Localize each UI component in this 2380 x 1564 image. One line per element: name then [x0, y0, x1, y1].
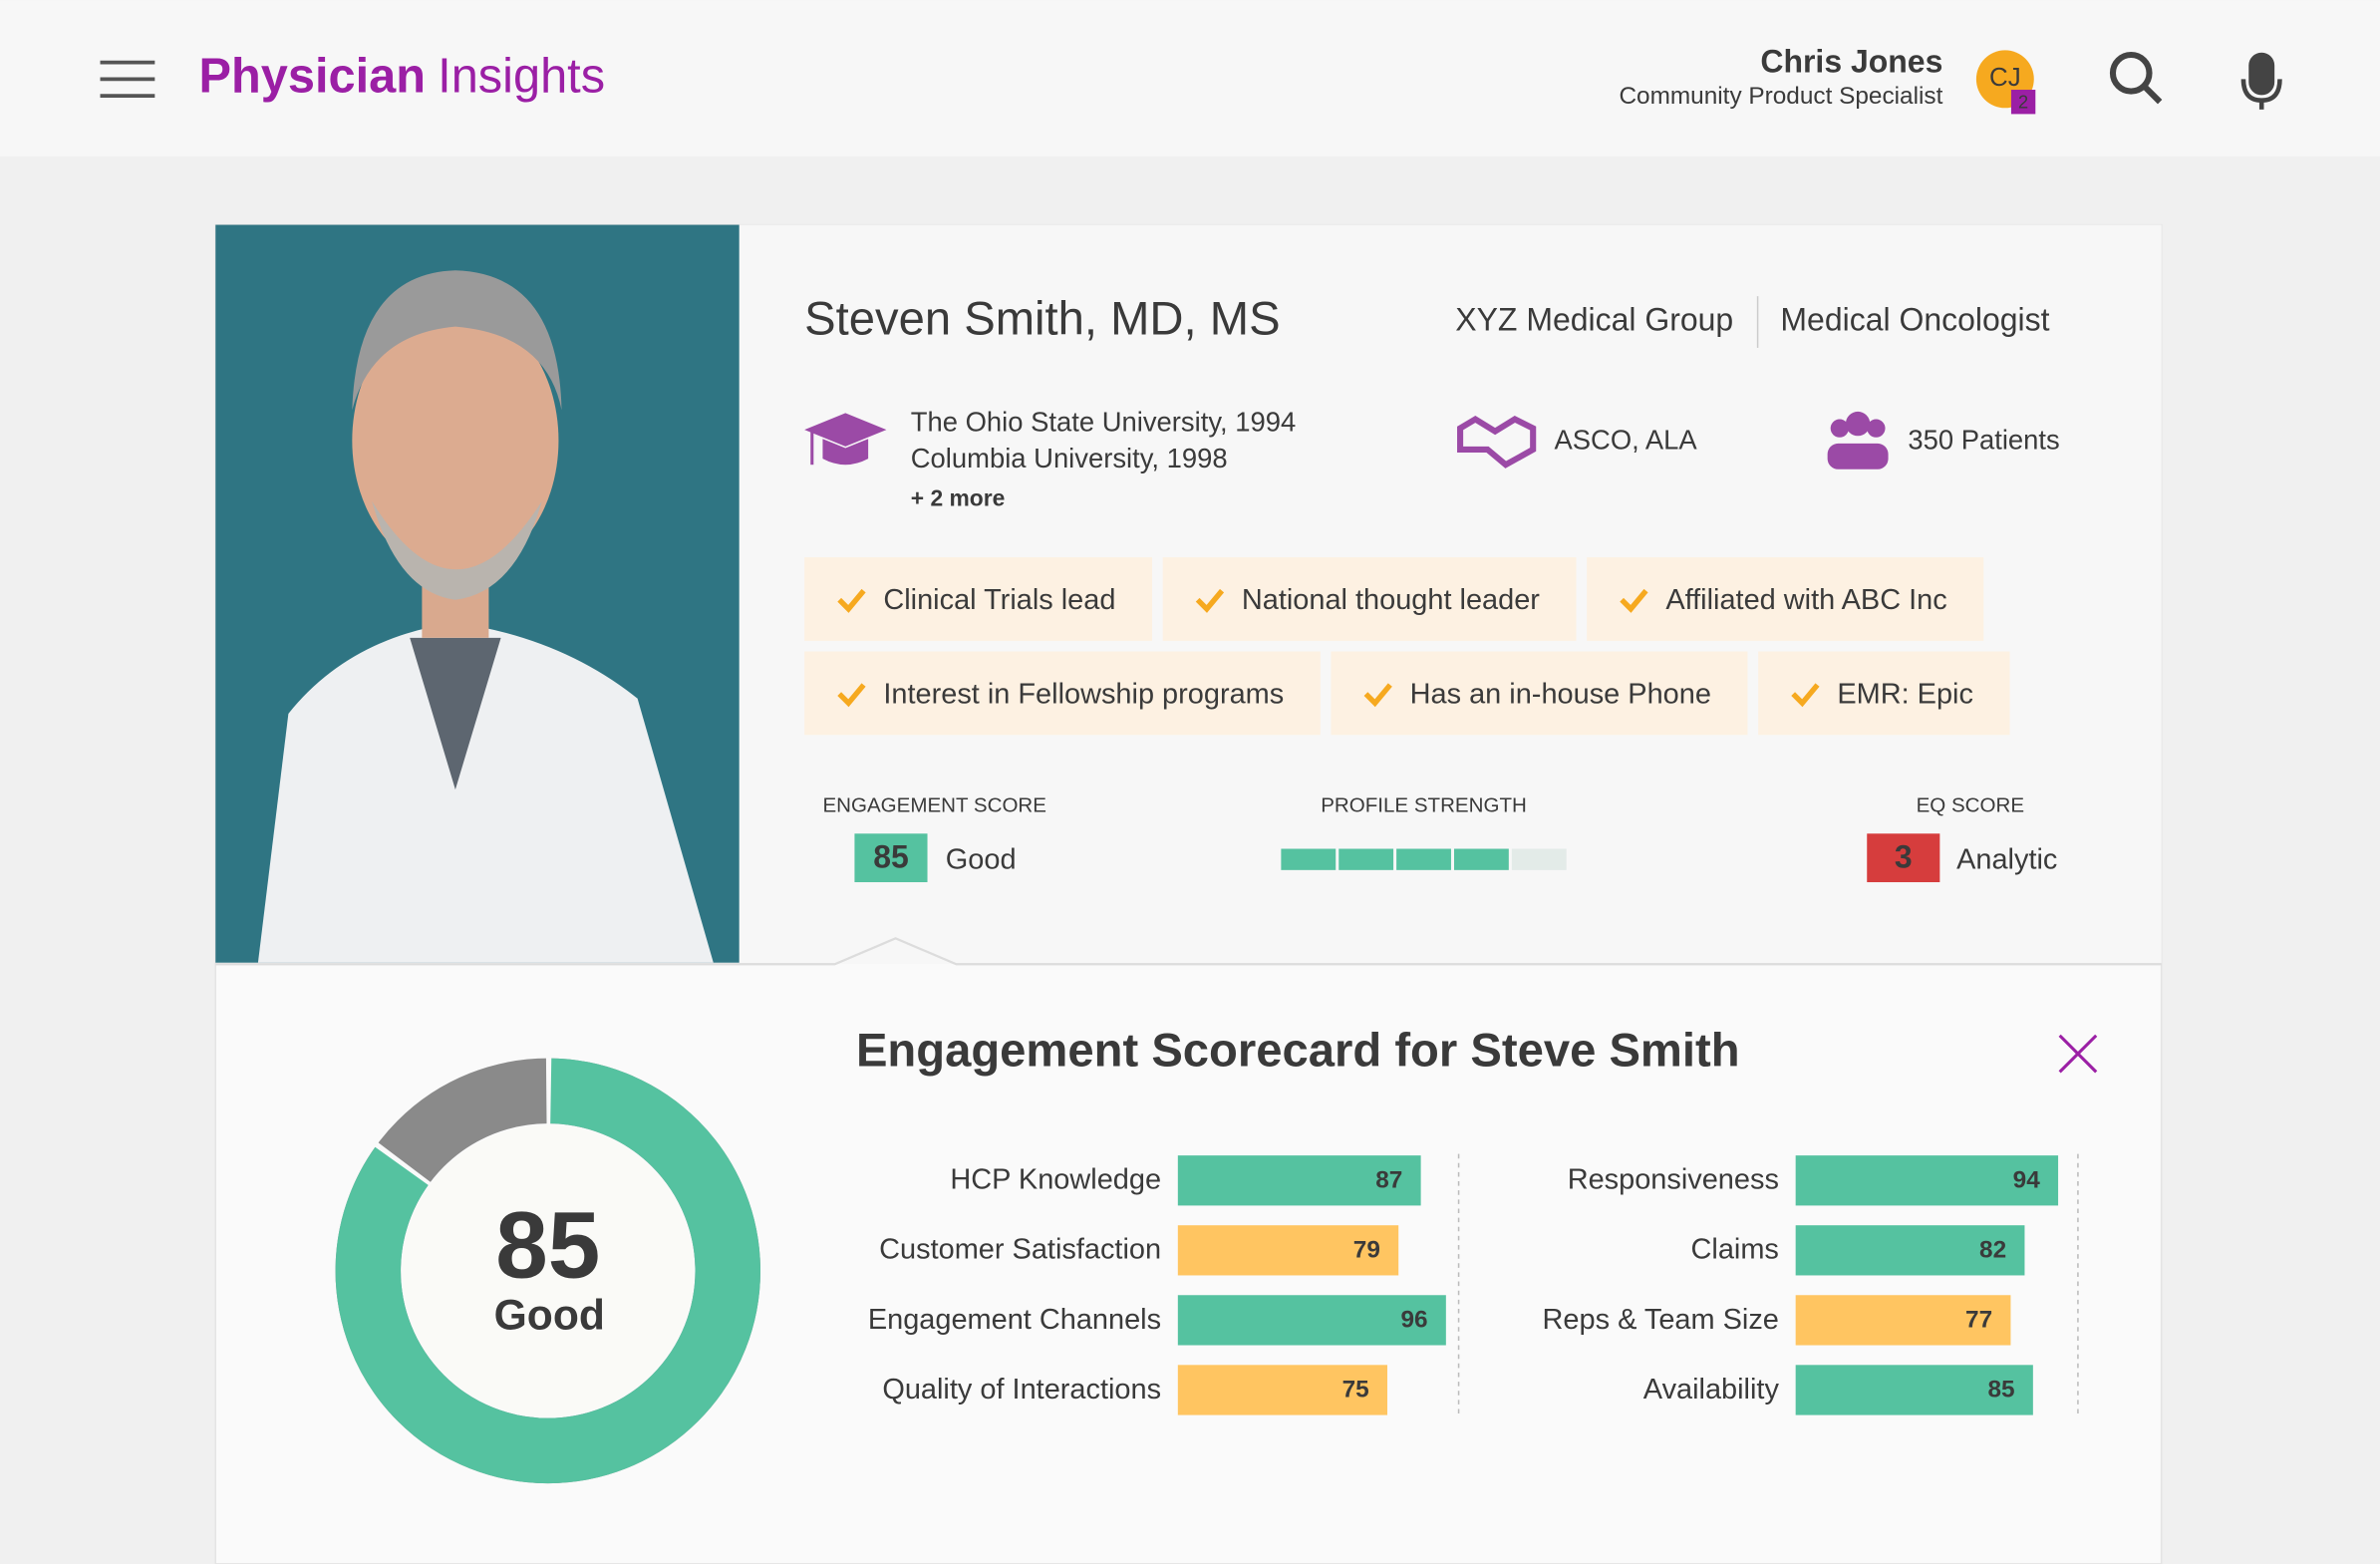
- memberships: ASCO, ALA: [1555, 425, 1698, 456]
- strength-segment: [1396, 848, 1451, 870]
- metric-bar: [1795, 1155, 2059, 1206]
- metric-value: 75: [1342, 1377, 1369, 1404]
- specialty: Medical Oncologist: [1780, 301, 2049, 337]
- scorecard-title: Engagement Scorecard for Steve Smith: [856, 1025, 1740, 1078]
- strength-segment: [1511, 848, 1567, 870]
- tag-background: [1162, 557, 1577, 641]
- score-label: PROFILE STRENGTH: [1321, 793, 1527, 816]
- tag-label: Affiliated with ABC Inc: [1665, 584, 1946, 616]
- metric-label: Quality of Interactions: [882, 1374, 1161, 1406]
- tag-label: National thought leader: [1242, 584, 1540, 616]
- education-item: The Ohio State University, 1994: [911, 406, 1296, 437]
- metric-label: Engagement Channels: [868, 1304, 1161, 1336]
- metric-label: Reps & Team Size: [1543, 1304, 1779, 1336]
- strength-segment: [1281, 848, 1337, 870]
- donut-chart: [334, 1057, 762, 1485]
- eq-type: Analytic: [1956, 843, 2057, 875]
- engagement-value: 85: [873, 839, 909, 875]
- avatar-initials: CJ: [1989, 64, 2021, 92]
- metric-value: 96: [1400, 1307, 1427, 1334]
- metric-value: 77: [1965, 1307, 1992, 1334]
- check-icon: [837, 588, 866, 613]
- patients-icon: [1827, 411, 1889, 469]
- education-item: Columbia University, 1998: [911, 443, 1228, 473]
- metric-label: Responsiveness: [1568, 1164, 1779, 1196]
- menu-button[interactable]: [100, 60, 155, 99]
- metric-label: Claims: [1691, 1234, 1779, 1266]
- search-button[interactable]: [2109, 51, 2163, 105]
- metric-value: 87: [1375, 1166, 1402, 1193]
- tag-background: [804, 651, 1321, 736]
- notification-count: 2: [2018, 92, 2028, 113]
- check-icon: [1791, 683, 1820, 708]
- notification-badge: [2010, 90, 2036, 115]
- tag: Has an in-house Phone: [1331, 651, 1748, 736]
- score-label: EQ SCORE: [1917, 793, 2024, 816]
- patient-count: 350 Patients: [1908, 425, 2059, 456]
- membership-icon: [1457, 415, 1537, 469]
- tag-label: Has an in-house Phone: [1410, 678, 1711, 710]
- eq-value: 3: [1895, 839, 1913, 875]
- strength-segment: [1339, 848, 1394, 870]
- engagement-rating: Good: [946, 843, 1017, 875]
- metric-bar: [1795, 1295, 2011, 1346]
- metric-bar: [1795, 1365, 2033, 1415]
- tag: EMR: Epic: [1758, 651, 2010, 736]
- engagement-badge: [854, 833, 928, 883]
- strength-segment: [1453, 848, 1509, 870]
- metric-bar: [1177, 1365, 1387, 1415]
- metric-bar: [1177, 1225, 1399, 1276]
- metric-value: 85: [1987, 1377, 2014, 1404]
- check-icon: [1195, 588, 1225, 613]
- eq-badge: [1867, 833, 1940, 883]
- app-title-bold: Physician: [199, 49, 426, 103]
- tag-list: Clinical Trials lead National thought lea…: [804, 557, 2010, 736]
- metric-bar: [1177, 1155, 1421, 1206]
- avatar[interactable]: CJ 2: [1975, 50, 2036, 115]
- check-icon: [1363, 683, 1392, 708]
- check-icon: [837, 683, 866, 708]
- tag-background: [1587, 557, 1984, 641]
- mic-button[interactable]: [2240, 52, 2282, 110]
- app-title-light: Insights: [438, 49, 605, 103]
- tag-background: [1758, 651, 2010, 736]
- app-title: Physician Insights: [199, 49, 606, 103]
- metric-value: 82: [1979, 1237, 2006, 1264]
- metric-label: Customer Satisfaction: [879, 1234, 1161, 1266]
- tag-background: [804, 557, 1152, 641]
- more-link[interactable]: + 2 more: [911, 484, 1006, 510]
- tag: Interest in Fellowship programs: [804, 651, 1321, 736]
- check-icon: [1620, 588, 1648, 613]
- divider: [215, 937, 2162, 966]
- organization: XYZ Medical Group: [1455, 301, 1733, 337]
- close-button[interactable]: [2058, 1034, 2098, 1074]
- donut-center: [402, 1124, 694, 1417]
- education-icon: [804, 413, 887, 466]
- tag-label: Clinical Trials lead: [883, 584, 1115, 616]
- user-name: Chris Jones: [1760, 44, 1942, 80]
- metric-value: 79: [1353, 1237, 1380, 1264]
- tag-label: EMR: Epic: [1837, 678, 1973, 710]
- donut-rating: Good: [494, 1291, 605, 1339]
- user-role: Community Product Specialist: [1619, 83, 1942, 110]
- tag-background: [1331, 651, 1748, 736]
- tag: National thought leader: [1162, 557, 1577, 641]
- tag: Clinical Trials lead: [804, 557, 1152, 641]
- score-label: ENGAGEMENT SCORE: [822, 793, 1046, 816]
- metric-label: Availability: [1643, 1374, 1780, 1406]
- metric-bar: [1795, 1225, 2025, 1276]
- tag: Affiliated with ABC Inc: [1587, 557, 1984, 641]
- physician-name: Steven Smith, MD, MS: [804, 293, 1280, 346]
- tag-label: Interest in Fellowship programs: [883, 678, 1284, 710]
- donut-gap: [334, 1057, 762, 1485]
- profile-strength-meter: [1281, 848, 1567, 870]
- metric-bar: [1177, 1295, 1446, 1346]
- metric-value: 94: [2013, 1166, 2041, 1193]
- physician-photo: [215, 224, 740, 963]
- scorecard-bars: HCP Knowledge 87 Customer Satisfaction 79 En…: [868, 1155, 2059, 1415]
- metric-label: HCP Knowledge: [950, 1164, 1161, 1196]
- donut-total: 85: [495, 1194, 600, 1299]
